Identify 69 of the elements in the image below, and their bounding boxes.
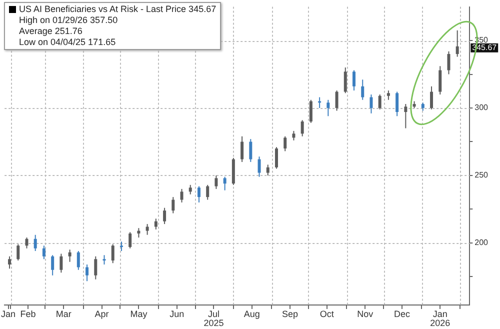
candlestick <box>8 256 12 270</box>
candlestick <box>404 103 408 129</box>
candlestick <box>223 176 226 191</box>
candlestick <box>163 207 166 225</box>
x-tick-label: Sep <box>282 308 298 319</box>
candlestick <box>86 264 89 282</box>
candlestick <box>51 254 54 276</box>
candlestick <box>370 94 373 114</box>
candlestick <box>16 244 20 261</box>
candlestick <box>258 156 261 178</box>
candlestick <box>249 138 252 162</box>
x-tick-label: May <box>130 308 148 319</box>
y-tick-label: 300 <box>474 103 489 112</box>
candlestick <box>76 250 80 270</box>
candlestick <box>335 90 338 112</box>
candlestick <box>430 86 434 110</box>
annotation: High on 01/29/26 357.50 <box>18 15 119 26</box>
y-tick-label: 200 <box>474 238 489 248</box>
candlestick <box>60 253 63 274</box>
x-tick-label: Jan 2026 <box>430 308 450 328</box>
candlestick <box>344 67 347 94</box>
candlestick <box>180 188 184 203</box>
candlestick <box>456 30 459 58</box>
candlestick <box>68 249 72 262</box>
candlestick <box>438 66 442 96</box>
x-tick-label: Feb <box>20 308 36 319</box>
candlestick <box>172 196 175 214</box>
candlestick <box>292 130 296 141</box>
x-tick-label: Apr <box>94 308 109 319</box>
x-tick-label: Dec <box>394 308 410 319</box>
candlestick <box>120 241 123 252</box>
candlestick <box>94 256 98 280</box>
candlestick <box>284 136 287 152</box>
candlestick <box>111 244 114 264</box>
candlestick <box>266 164 270 176</box>
candlestick <box>154 218 158 230</box>
candlestick <box>274 146 278 170</box>
candlestick <box>206 184 210 200</box>
x-tick-label: Jun <box>170 308 184 319</box>
text: US AI Beneficiaries vs At Risk - Last Price 345.67 <box>18 4 216 15</box>
candlestick <box>352 70 356 91</box>
candlestick <box>128 232 132 249</box>
candlestick <box>34 234 37 252</box>
x-tick-label: Nov <box>357 308 374 319</box>
candlestick <box>25 237 28 249</box>
candlestick <box>146 224 149 236</box>
candlestick <box>42 245 46 260</box>
candlestick <box>300 120 304 137</box>
annotation: Average 251.76 <box>18 26 84 37</box>
candlestick <box>396 91 399 117</box>
x-tick-label: Mar <box>56 308 72 319</box>
candlestick <box>197 186 200 203</box>
candlestick <box>386 90 390 100</box>
candlestick <box>214 174 218 190</box>
x-tick-label: Jul 2025 <box>204 308 224 328</box>
candlestick <box>378 94 382 110</box>
candlestick <box>240 136 244 162</box>
candlestick <box>326 99 330 117</box>
candlestick <box>309 99 312 124</box>
y-tick-label: 250 <box>474 170 489 180</box>
x-tick-label: Aug <box>244 308 260 319</box>
candlestick <box>188 184 192 195</box>
candlestick <box>137 228 140 238</box>
x-tick-label: Jan <box>1 308 16 319</box>
candlestick <box>361 79 364 100</box>
annotation: Low on 04/04/25 171.65 <box>18 37 117 48</box>
x-tick-label: Oct <box>320 308 334 319</box>
candlestick <box>102 254 106 266</box>
candlestick <box>447 50 450 75</box>
